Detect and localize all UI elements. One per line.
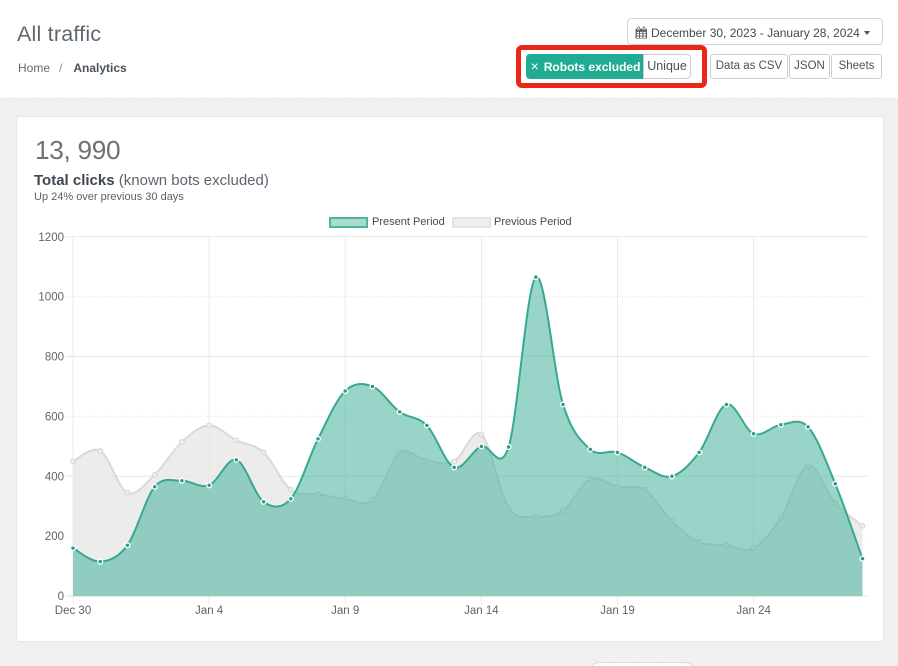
svg-text:Jan 19: Jan 19	[600, 605, 635, 617]
svg-text:200: 200	[45, 531, 64, 543]
svg-text:600: 600	[45, 411, 64, 423]
svg-text:Jan 24: Jan 24	[736, 605, 771, 617]
svg-text:0: 0	[58, 591, 64, 603]
svg-text:800: 800	[45, 352, 64, 364]
svg-text:Dec 30: Dec 30	[55, 605, 91, 617]
svg-text:1000: 1000	[38, 292, 64, 304]
svg-text:1200: 1200	[38, 232, 64, 244]
svg-text:Jan 4: Jan 4	[195, 605, 224, 617]
svg-text:Jan 9: Jan 9	[331, 605, 359, 617]
svg-text:Jan 14: Jan 14	[464, 605, 499, 617]
svg-text:400: 400	[45, 471, 64, 483]
